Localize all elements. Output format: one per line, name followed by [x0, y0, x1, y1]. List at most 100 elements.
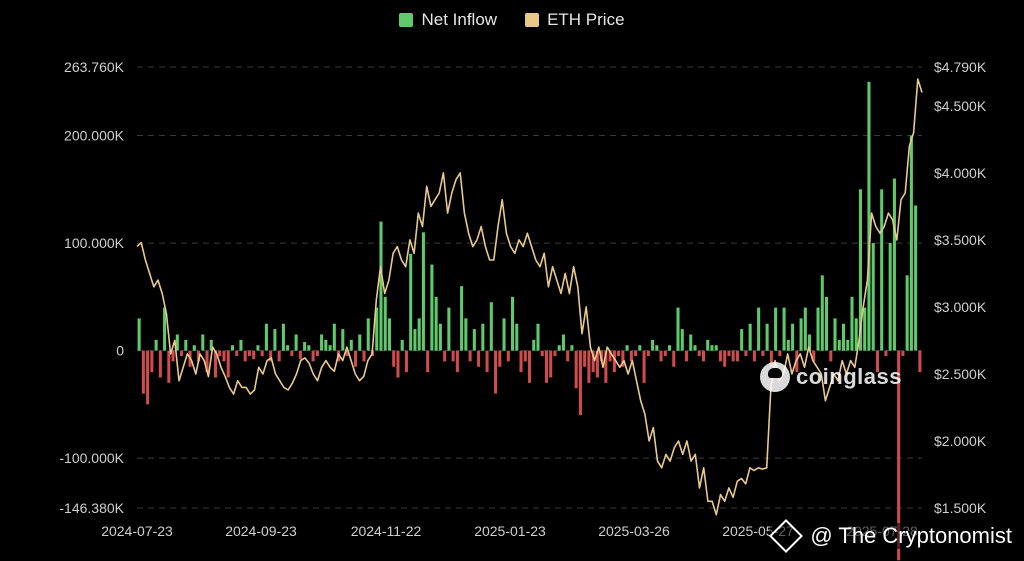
net-inflow-bar: [761, 350, 765, 356]
net-inflow-bar: [612, 350, 616, 373]
net-inflow-bar: [909, 135, 913, 351]
net-inflow-bar: [689, 334, 693, 351]
watermark-text: coinglass: [796, 364, 902, 389]
net-inflow-bar: [799, 318, 803, 351]
net-inflow-bar: [430, 264, 434, 351]
net-inflow-bar: [315, 350, 319, 356]
net-inflow-bar: [523, 350, 527, 362]
right-tick-label: $3.000K: [934, 299, 987, 315]
eth-price-series-line: [136, 78, 923, 516]
eth-price-swatch: [525, 13, 540, 27]
net-inflow-bar: [489, 302, 493, 351]
net-inflow-bar: [642, 350, 646, 383]
left-tick-label: 0: [116, 343, 124, 359]
coinglass-watermark: coinglass: [760, 362, 902, 392]
eth-price-line: [136, 78, 923, 516]
net-inflow-bar: [795, 350, 799, 373]
net-inflow-bar: [413, 329, 417, 351]
net-inflow-bar: [892, 178, 896, 351]
net-inflow-bar: [252, 350, 256, 360]
legend-label-net-inflow: Net Inflow: [421, 10, 498, 29]
right-tick-label: $1.500K: [934, 500, 987, 516]
net-inflow-bar: [638, 345, 642, 351]
net-inflow-bar: [421, 232, 425, 351]
net-inflow-bar: [646, 350, 650, 356]
credit-text: @ The Cryptonomist: [810, 523, 1012, 548]
net-inflow-bar: [752, 350, 756, 362]
net-inflow-bar: [366, 318, 370, 351]
net-inflow-bar: [782, 307, 786, 351]
net-inflow-bar: [574, 350, 578, 389]
right-tick-label: $3.500K: [934, 232, 987, 248]
net-inflow-bar: [485, 350, 489, 373]
net-inflow-bar: [226, 350, 230, 378]
net-inflow-bar: [655, 345, 659, 351]
net-inflow-bar: [290, 350, 294, 356]
net-inflow-bar: [281, 323, 285, 351]
net-inflow-bar: [527, 350, 532, 383]
net-inflow-bar: [769, 350, 773, 367]
left-tick-label: -146.380K: [59, 500, 124, 516]
net-inflow-bar: [841, 323, 846, 351]
right-tick-label: $4.500K: [934, 98, 987, 114]
net-inflow-bar: [515, 323, 519, 351]
net-inflow-bar: [175, 334, 179, 351]
net-inflow-bar: [477, 350, 481, 367]
net-inflow-bar: [824, 296, 829, 351]
net-inflow-bar: [544, 350, 549, 383]
net-inflow-bar: [409, 253, 413, 351]
net-inflow-bar: [634, 350, 638, 356]
net-inflow-bar: [235, 350, 239, 356]
net-inflow-bar: [710, 345, 714, 351]
net-inflow-bar: [298, 350, 302, 360]
net-inflow-bar: [383, 296, 387, 351]
net-inflow-bar: [375, 307, 379, 351]
net-inflow-bar: [264, 323, 268, 351]
net-inflow-bar: [693, 345, 697, 351]
net-inflow-bar: [757, 307, 761, 351]
net-inflow-bar: [731, 350, 735, 362]
net-inflow-bar: [349, 339, 353, 351]
net-inflow-bar: [353, 350, 358, 367]
net-inflow-bar: [171, 350, 175, 362]
right-tick-label: $2.000K: [934, 433, 987, 449]
net-inflow-bar: [209, 339, 213, 351]
net-inflow-bar: [600, 350, 604, 362]
net-inflow-bar: [578, 350, 582, 416]
net-inflow-bar: [672, 350, 676, 367]
net-inflow-bar: [663, 350, 667, 356]
net-inflow-bar: [723, 350, 727, 367]
net-inflow-bar: [328, 345, 332, 351]
net-inflow-bar: [273, 329, 277, 351]
net-inflow-bar: [379, 221, 383, 351]
net-inflow-bar: [880, 189, 884, 351]
net-inflow-bar: [816, 307, 820, 351]
credit: @ The Cryptonomist: [769, 519, 1016, 553]
net-inflow-bar: [311, 350, 315, 362]
net-inflow-bar: [667, 345, 672, 351]
net-inflow-bar: [536, 323, 540, 351]
net-inflow-bar: [303, 342, 307, 351]
net-inflow-bar: [154, 339, 158, 351]
net-inflow-bar: [659, 350, 663, 362]
legend-item-net-inflow[interactable]: Net Inflow: [399, 10, 497, 30]
x-tick-label: 2024-11-22: [351, 523, 422, 539]
net-inflow-bar: [358, 334, 362, 351]
net-inflow-bar: [468, 350, 472, 362]
net-inflow-bar: [494, 350, 498, 394]
x-tick-label: 2024-09-23: [225, 523, 297, 539]
net-inflow-bar: [472, 329, 476, 351]
net-inflow-bar: [680, 329, 684, 351]
net-inflow-bar: [595, 350, 599, 378]
net-inflow-bar: [443, 350, 447, 362]
net-inflow-bar: [918, 350, 922, 373]
net-inflow-bar: [727, 350, 731, 356]
x-tick-label: 2025-01-23: [474, 523, 546, 539]
net-inflow-bar: [812, 350, 816, 362]
legend-item-eth-price[interactable]: ETH Price: [525, 10, 625, 30]
net-inflow-bars: [137, 81, 922, 561]
net-inflow-bar: [192, 345, 196, 351]
net-inflow-bar: [320, 334, 324, 351]
net-inflow-bar: [213, 350, 218, 378]
